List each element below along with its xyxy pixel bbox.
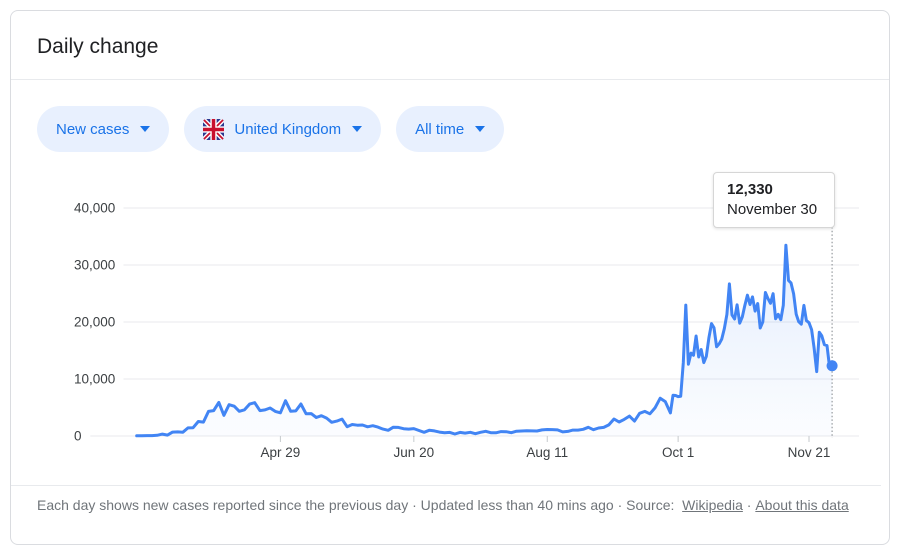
x-axis-tick-label: Apr 29 — [261, 445, 301, 460]
tooltip-value: 12,330 — [727, 181, 773, 198]
timerange-filter-label: All time — [415, 120, 465, 138]
timerange-filter-chip[interactable]: All time — [396, 106, 505, 152]
about-this-data-link[interactable]: About this data — [755, 497, 849, 513]
filter-chips: New cases United Kingdom All time — [37, 106, 863, 152]
footer: Each day shows new cases reported since … — [11, 485, 881, 527]
x-axis-tick-label: Oct 1 — [662, 445, 694, 460]
x-axis-tick-label: Nov 21 — [788, 445, 831, 460]
wikipedia-link[interactable]: Wikipedia — [682, 497, 743, 513]
metric-filter-chip[interactable]: New cases — [37, 106, 170, 152]
card-title: Daily change — [11, 11, 889, 80]
uk-flag-icon — [203, 118, 225, 140]
chart-area-fill — [136, 245, 833, 436]
region-filter-chip[interactable]: United Kingdom — [184, 106, 382, 152]
y-axis-tick-label: 30,000 — [74, 258, 115, 273]
footer-separator: · — [742, 497, 756, 513]
region-filter-label: United Kingdom — [234, 120, 342, 138]
chevron-down-icon — [475, 126, 486, 132]
y-axis-tick-label: 10,000 — [74, 372, 115, 387]
y-axis-tick-label: 0 — [74, 429, 82, 444]
line-chart-svg[interactable]: 0 10,000 20,000 30,000 40,000 Apr 29 Jun 20 Aug… — [11, 161, 890, 471]
y-axis-tick-label: 40,000 — [74, 201, 115, 216]
hover-point-dot — [826, 360, 838, 372]
y-axis-tick-label: 20,000 — [74, 315, 115, 330]
new-cases-line — [135, 243, 834, 438]
chart-area: 0 10,000 20,000 30,000 40,000 Apr 29 Jun 20 Aug… — [11, 161, 889, 471]
footer-source-label: Source: — [626, 497, 679, 513]
tooltip-date: November 30 — [727, 201, 818, 218]
metric-filter-label: New cases — [56, 120, 130, 138]
footer-updated: Updated less than 40 mins ago — [420, 497, 614, 513]
chart-tooltip: 12,330 November 30 — [713, 172, 835, 228]
x-axis-tick-label: Jun 20 — [394, 445, 435, 460]
footer-description: Each day shows new cases reported since … — [37, 497, 409, 513]
x-axis-tick-label: Aug 11 — [526, 445, 568, 460]
daily-change-card: Daily change New cases United Kingdom — [10, 10, 890, 545]
footer-separator: · — [613, 497, 627, 513]
chevron-down-icon — [352, 126, 363, 132]
chevron-down-icon — [140, 126, 151, 132]
footer-separator: · — [408, 497, 421, 513]
